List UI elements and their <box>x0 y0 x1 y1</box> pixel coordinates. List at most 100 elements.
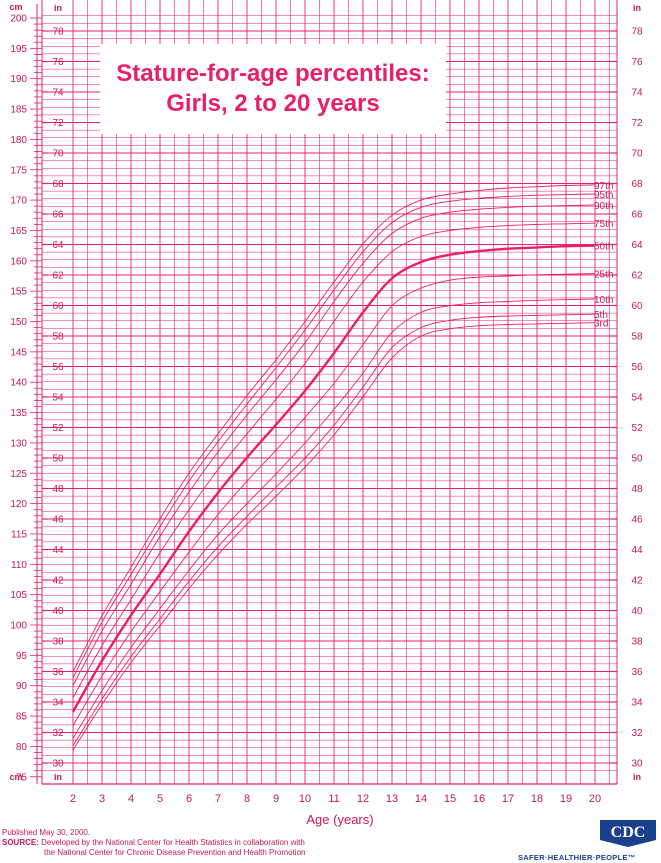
cm-tick-label: 90 <box>16 681 28 692</box>
unit-cm-bottom: cm <box>9 772 22 782</box>
cm-tick-label: 185 <box>10 105 27 116</box>
in-tick-label-left: 68 <box>52 179 64 190</box>
chart-title-line1: Stature-for-age percentiles: <box>116 60 430 87</box>
percentile-curve-50th <box>71 244 596 713</box>
percentile-curve-75th <box>72 222 596 699</box>
in-tick-label-left: 58 <box>52 332 64 343</box>
age-tick-label: 19 <box>560 793 572 805</box>
unit-in-top-right: in <box>633 3 641 13</box>
source-line-2: the National Center for Chronic Disease … <box>44 848 306 857</box>
in-tick-label-right: 42 <box>631 576 643 587</box>
percentile-label-3rd: 3rd <box>594 319 608 330</box>
in-tick-label-right: 32 <box>631 728 643 739</box>
in-tick-label-left: 30 <box>52 759 64 770</box>
cm-tick-label: 95 <box>16 651 28 662</box>
cm-tick-label: 170 <box>10 196 27 207</box>
age-tick-label: 5 <box>157 793 163 805</box>
cm-tick-label: 160 <box>10 256 27 267</box>
cm-tick-label: 130 <box>10 438 27 449</box>
cm-tick-label: 195 <box>10 44 27 55</box>
unit-in-bottom-left: in <box>54 772 62 782</box>
in-tick-label-left: 46 <box>52 515 64 526</box>
in-tick-label-right: 30 <box>631 759 643 770</box>
in-tick-label-left: 40 <box>52 606 64 617</box>
in-tick-label-left: 42 <box>52 576 64 587</box>
age-tick-label: 12 <box>357 793 369 805</box>
cm-tick-label: 80 <box>16 742 28 753</box>
age-tick-label: 13 <box>386 793 398 805</box>
age-tick-label: 10 <box>299 793 311 805</box>
percentile-label-95th: 95th <box>594 190 613 201</box>
age-tick-label: 11 <box>328 793 339 805</box>
in-tick-label-left: 78 <box>52 27 64 38</box>
age-tick-label: 9 <box>273 793 279 805</box>
in-tick-label-right: 54 <box>631 393 643 404</box>
percentile-label-25th: 25th <box>594 270 613 281</box>
percentile-label-50th: 50th <box>594 242 613 253</box>
unit-cm-top: cm <box>9 2 22 12</box>
percentile-label-10th: 10th <box>594 295 613 306</box>
cm-tick-label: 165 <box>10 226 27 237</box>
in-tick-label-right: 62 <box>631 271 643 282</box>
percentile-label-75th: 75th <box>594 219 613 230</box>
in-tick-label-right: 44 <box>631 545 643 556</box>
cm-tick-label: 145 <box>10 347 27 358</box>
in-tick-label-right: 66 <box>631 210 643 221</box>
cdc-logo-text: CDC <box>611 824 646 841</box>
age-tick-label: 2 <box>70 793 76 805</box>
cm-tick-label: 110 <box>11 560 27 571</box>
in-tick-label-right: 78 <box>631 27 643 38</box>
cm-tick-label: 105 <box>10 590 27 601</box>
percentile-curve-95th <box>72 193 596 679</box>
in-tick-label-right: 36 <box>631 667 643 678</box>
in-tick-label-right: 72 <box>631 118 643 129</box>
in-tick-label-right: 34 <box>631 698 643 709</box>
in-tick-label-right: 70 <box>631 149 643 160</box>
in-tick-label-left: 36 <box>52 667 64 678</box>
in-tick-label-right: 46 <box>631 515 643 526</box>
cm-tick-label: 200 <box>10 14 27 25</box>
in-tick-label-left: 50 <box>52 454 64 465</box>
unit-in-top-left: in <box>54 3 62 13</box>
age-tick-label: 7 <box>215 793 221 805</box>
in-tick-label-left: 32 <box>52 728 64 739</box>
cdc-logo: CDC <box>598 818 658 848</box>
in-tick-label-left: 62 <box>52 271 64 282</box>
in-tick-label-left: 34 <box>52 698 64 709</box>
cm-tick-label: 115 <box>11 529 27 540</box>
in-tick-label-right: 74 <box>631 88 643 99</box>
cm-tick-label: 100 <box>10 621 27 632</box>
in-tick-label-left: 76 <box>52 57 64 68</box>
in-tick-label-right: 60 <box>631 301 643 312</box>
in-tick-label-right: 40 <box>631 606 643 617</box>
age-tick-label: 18 <box>531 793 543 805</box>
in-tick-label-right: 56 <box>631 362 643 373</box>
percentile-curve-97th <box>72 184 596 672</box>
chart-title: Stature-for-age percentiles: Girls, 2 to… <box>100 44 446 134</box>
unit-in-bottom-right: in <box>633 772 641 782</box>
in-tick-label-right: 58 <box>631 332 643 343</box>
in-tick-label-left: 70 <box>52 149 64 160</box>
footer-notes: Published May 30, 2000. SOURCE: Develope… <box>2 828 305 858</box>
age-tick-label: 14 <box>415 793 427 805</box>
cm-tick-label: 85 <box>16 712 28 723</box>
source-text: Developed by the National Center for Hea… <box>38 838 305 847</box>
in-tick-label-right: 76 <box>631 57 643 68</box>
in-tick-label-left: 64 <box>52 240 64 251</box>
age-tick-label: 8 <box>244 793 250 805</box>
age-tick-label: 6 <box>186 793 192 805</box>
age-tick-label: 20 <box>589 793 601 805</box>
chart-title-line2: Girls, 2 to 20 years <box>166 90 380 117</box>
age-tick-label: 17 <box>502 793 514 805</box>
in-tick-label-left: 60 <box>52 301 64 312</box>
percentile-curve-3rd <box>72 322 596 751</box>
cm-tick-label: 150 <box>10 317 27 328</box>
cm-tick-label: 140 <box>10 378 27 389</box>
percentile-curve-90th <box>72 204 596 686</box>
cdc-tagline: SAFER·HEALTHIER·PEOPLE™ <box>518 853 636 862</box>
in-tick-label-right: 50 <box>631 454 643 465</box>
source-line: SOURCE: Developed by the National Center… <box>2 838 305 848</box>
cm-tick-label: 175 <box>10 165 27 176</box>
cm-tick-label: 125 <box>10 469 27 480</box>
in-tick-label-left: 72 <box>52 118 64 129</box>
